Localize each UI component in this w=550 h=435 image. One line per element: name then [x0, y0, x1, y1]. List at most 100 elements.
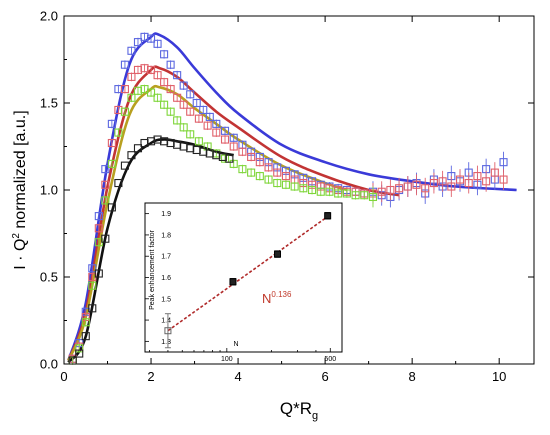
data-point: [290, 182, 299, 191]
data-point: [194, 114, 203, 123]
data-point: [127, 72, 136, 81]
data-point: [499, 158, 508, 167]
data-point: [153, 71, 162, 80]
data-point: [81, 318, 90, 327]
data-point: [238, 165, 247, 174]
main-y-axis-label-pre: I · Q: [12, 239, 29, 270]
inset-x-axis-label: N: [233, 341, 238, 348]
data-point: [351, 191, 360, 200]
data-point: [146, 88, 156, 97]
main-x-axis-label-text: Q*R: [280, 399, 312, 418]
data-point: [101, 180, 110, 189]
data-point: [94, 269, 103, 278]
main-y-axis-label-post: normalized [a.u.]: [12, 110, 29, 233]
data-point: [212, 128, 221, 137]
data-point: [438, 177, 447, 186]
main-y-axis-label-sup: 2: [11, 233, 22, 239]
inset-y-tick-label: 1.6: [161, 275, 171, 282]
data-point: [238, 147, 247, 156]
data-point: [146, 65, 156, 74]
data-point: [107, 138, 116, 148]
main-y-tick-label: 1.0: [40, 183, 58, 198]
data-point: [153, 93, 162, 102]
data-point: [75, 344, 84, 353]
inset-y-tick-label: 1.5: [161, 296, 171, 303]
data-point: [127, 46, 136, 55]
inset-axes: 100 500 1.3 1.4 1.5 1.6 1.7 1.8 1.9: [145, 211, 336, 363]
main-y-tick-label: 2.0: [40, 9, 58, 24]
inset-y-tick-label: 1.9: [161, 211, 171, 218]
data-point: [133, 38, 143, 47]
data-point: [114, 128, 123, 137]
main-chart: 0 2 4 6 8 100.00.51.01.52.0 Q*Rg I · Q2 norma…: [11, 9, 535, 422]
data-point: [220, 135, 230, 144]
data-point: [490, 168, 499, 177]
fit-curve-1: [67, 32, 517, 361]
data-point: [447, 182, 456, 191]
inset-power-law-exponent: 0.136: [271, 290, 292, 299]
data-point: [429, 178, 438, 188]
data-point: [179, 100, 188, 109]
data-point: [316, 187, 325, 196]
data-point: [229, 142, 238, 151]
main-series-4: [68, 135, 234, 365]
data-point: [308, 185, 317, 195]
data-point: [160, 50, 169, 59]
data-point: [153, 39, 162, 48]
inset-chart: 100 500 1.3 1.4 1.5 1.6 1.7 1.8 1.9 N Peak enhan…: [144, 202, 343, 363]
main-axes: 0 2 4 6 8 10 0.0 0.5 1.0 1.5 2.0: [40, 9, 534, 384]
data-point: [160, 78, 169, 87]
inset-fit-line: [167, 214, 331, 332]
main-x-tick-label: 6: [321, 369, 328, 384]
inset-y-tick-label: 1.7: [161, 254, 171, 261]
data-point: [114, 178, 123, 188]
data-point: [229, 159, 238, 168]
inset-data-point: [164, 327, 172, 335]
data-point: [377, 187, 386, 196]
data-point: [247, 152, 256, 161]
data-point: [166, 85, 175, 94]
data-point: [107, 119, 116, 128]
data-point: [173, 93, 182, 102]
inset-power-law-annotation: N0.136: [262, 290, 292, 306]
data-point: [499, 175, 508, 184]
data-point: [212, 119, 221, 128]
data-point: [192, 98, 201, 108]
inset-x-tick-label: 500: [324, 356, 336, 363]
data-point: [273, 168, 282, 177]
data-point: [203, 121, 212, 130]
data-point: [186, 107, 195, 116]
data-point: [107, 203, 116, 212]
data-point: [120, 107, 129, 116]
data-point: [127, 93, 136, 102]
data-point: [220, 126, 230, 135]
inset-data-point: [324, 212, 332, 220]
data-point: [395, 184, 404, 193]
data-point: [403, 182, 412, 191]
data-point: [101, 196, 110, 205]
data-point: [229, 133, 238, 142]
inset-data-point: [229, 278, 237, 286]
data-point: [255, 172, 264, 181]
inset-y-axis-label: Peak enhancement factor: [149, 229, 156, 309]
main-x-tick-label: 10: [492, 369, 506, 384]
data-point: [281, 172, 290, 181]
data-point: [273, 178, 282, 188]
data-point: [94, 224, 103, 233]
data-point: [101, 234, 110, 243]
data-point: [220, 154, 230, 163]
data-point: [179, 123, 188, 132]
data-point: [88, 281, 97, 290]
main-x-axis-label: Q*Rg: [280, 399, 318, 422]
data-point: [68, 356, 77, 365]
data-point: [166, 60, 175, 69]
inset-y-tick-label: 1.4: [161, 318, 171, 325]
data-point: [342, 189, 351, 198]
main-data-points: [68, 32, 508, 365]
main-y-tick-label: 0.0: [40, 357, 58, 372]
data-point: [160, 100, 169, 109]
data-point: [179, 81, 188, 90]
data-point: [146, 34, 156, 43]
data-point: [281, 180, 290, 189]
main-y-tick-label: 0.5: [40, 270, 58, 285]
